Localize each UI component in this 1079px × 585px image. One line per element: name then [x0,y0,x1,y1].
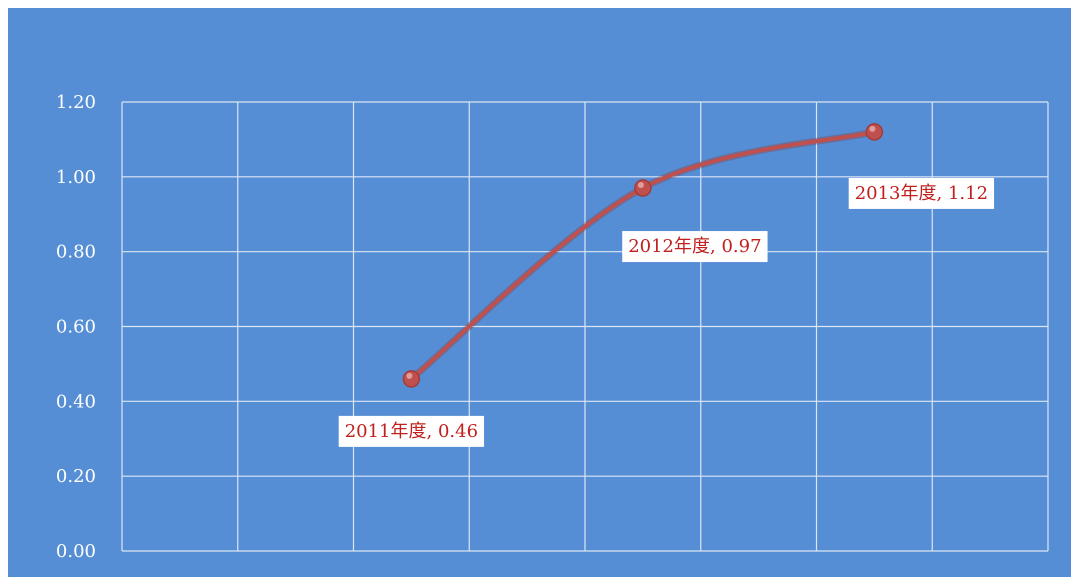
data-point-highlight [637,182,644,189]
y-tick-label: 0.40 [56,391,96,412]
data-point [634,179,652,197]
y-tick-label: 0.60 [56,317,96,338]
data-label: 2012年度, 0.97 [622,231,768,263]
data-point-highlight [869,125,876,132]
data-label-text: 2013年度, 1.12 [855,183,988,204]
data-label: 2013年度, 1.12 [848,177,995,209]
data-point [402,370,421,388]
y-tick-label: 0.20 [56,466,96,487]
data-label-background [338,415,485,447]
data-label-background [622,231,768,263]
data-label-text: 2012年度, 0.97 [628,236,761,257]
y-tick-label: 1.00 [56,167,96,188]
y-tick-label: 1.20 [56,92,96,113]
y-tick-label: 0.00 [56,541,96,562]
data-label-text: 2011年度, 0.46 [345,421,478,442]
gridlines [121,101,1049,552]
data-point-highlight [406,372,413,379]
data-point [865,123,884,141]
chart-area [8,8,1071,577]
y-tick-label: 0.80 [56,242,96,263]
data-label-background [848,177,995,209]
data-label: 2011年度, 0.46 [338,415,485,447]
